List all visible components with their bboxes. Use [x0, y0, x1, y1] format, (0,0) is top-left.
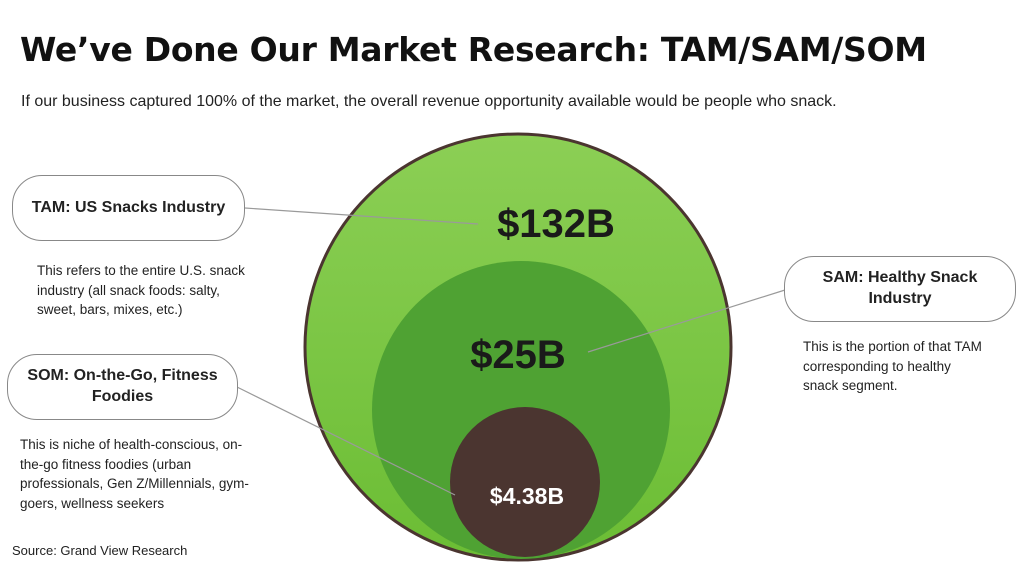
sam-value: $25B — [470, 333, 566, 377]
tam-value: $132B — [497, 202, 615, 246]
source-note: Source: Grand View Research — [12, 543, 188, 558]
sam-connector — [587, 289, 786, 353]
som-circle — [450, 407, 600, 557]
som-value: $4.38B — [490, 483, 564, 509]
page-subtitle: If our business captured 100% of the mar… — [21, 93, 837, 110]
sam-description: This is the portion of that TAM correspo… — [803, 339, 982, 394]
sam-label-pill: SAM: Healthy Snack Industry — [784, 256, 1016, 322]
som-connector — [236, 386, 456, 496]
som-description: This is niche of health-conscious, on-th… — [20, 437, 249, 511]
som-label-pill: SOM: On-the-Go, Fitness Foodies — [7, 354, 238, 420]
page-title: We’ve Done Our Market Research: TAM/SAM/… — [20, 30, 927, 69]
tam-connector — [244, 207, 479, 225]
tam-description: This refers to the entire U.S. snack ind… — [37, 263, 245, 318]
tam-label-pill: TAM: US Snacks Industry — [12, 175, 245, 241]
